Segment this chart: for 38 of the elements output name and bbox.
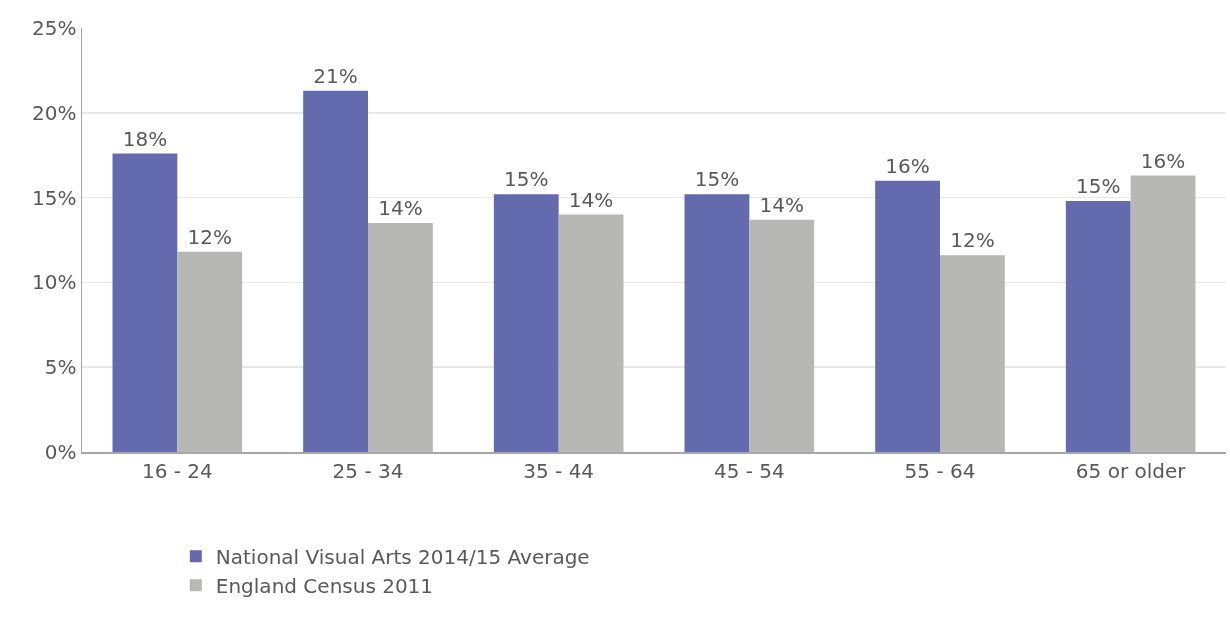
bar xyxy=(940,255,1005,452)
y-tick-label: 15% xyxy=(32,185,77,210)
data-label: 14% xyxy=(568,187,614,212)
bar xyxy=(749,219,815,452)
data-label: 14% xyxy=(378,196,423,221)
data-label: 12% xyxy=(950,228,995,253)
bar xyxy=(684,194,750,452)
y-tick-label: 0% xyxy=(44,440,77,464)
bar xyxy=(112,153,178,452)
legend-label: England Census 2011 xyxy=(215,574,434,599)
data-label: 16% xyxy=(1140,148,1186,173)
data-label: 15% xyxy=(1076,173,1121,198)
data-label: 14% xyxy=(759,192,804,217)
y-tick-label: 25% xyxy=(32,16,77,40)
x-tick-label: 55 - 64 xyxy=(904,458,976,483)
data-label: 16% xyxy=(885,153,930,178)
x-tick-label: 16 - 24 xyxy=(141,458,213,483)
bar xyxy=(558,214,624,452)
bar xyxy=(1065,200,1131,452)
x-tick-label: 35 - 44 xyxy=(523,458,595,483)
x-tick-label: 65 or older xyxy=(1075,458,1187,483)
bar xyxy=(493,194,559,452)
bar xyxy=(368,223,433,452)
data-label: 15% xyxy=(504,167,549,192)
data-label: 21% xyxy=(313,63,358,88)
data-label: 18% xyxy=(122,126,168,151)
y-tick-label: 20% xyxy=(32,100,77,125)
bar xyxy=(1130,175,1196,452)
y-tick-label: 10% xyxy=(32,270,77,295)
bar xyxy=(303,90,368,452)
y-tick-label: 5% xyxy=(44,355,77,380)
data-label: 15% xyxy=(694,167,740,192)
legend-label: National Visual Arts 2014/15 Average xyxy=(215,545,590,570)
x-tick-label: 45 - 54 xyxy=(713,458,785,483)
bar xyxy=(177,251,243,452)
x-tick-label: 25 - 34 xyxy=(332,458,404,483)
bar xyxy=(875,180,940,452)
data-label: 12% xyxy=(187,224,232,249)
